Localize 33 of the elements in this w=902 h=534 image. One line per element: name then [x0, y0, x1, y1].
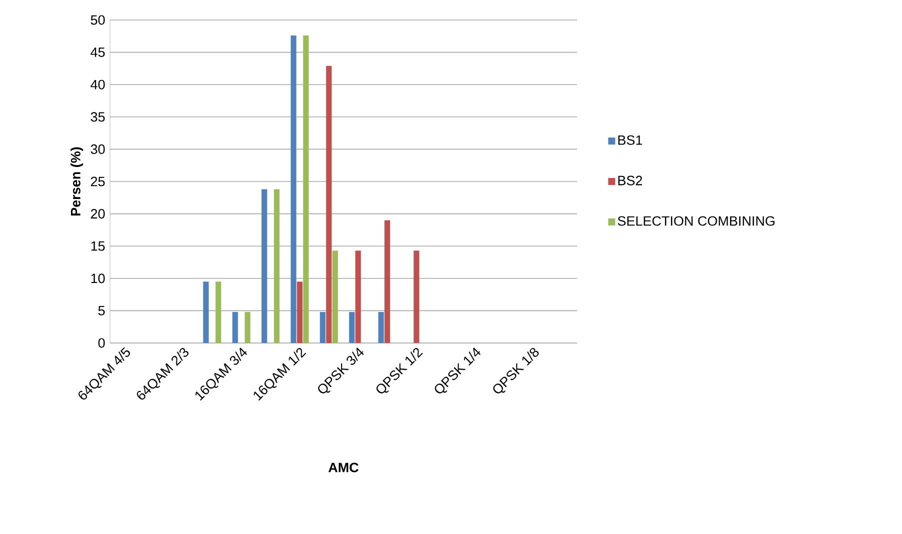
bar: [290, 36, 296, 343]
bar: [274, 189, 280, 343]
y-tick-label: 0: [98, 338, 105, 348]
legend-label: BS2: [618, 176, 642, 186]
bar: [244, 312, 250, 343]
bar: [384, 220, 390, 343]
legend-label: SELECTION COMBINING: [618, 216, 774, 226]
bar: [414, 250, 420, 343]
y-tick-label: 25: [90, 176, 105, 186]
y-tick-label: 10: [91, 274, 105, 284]
bar: [296, 282, 303, 343]
bar: [326, 66, 332, 343]
bar: [203, 282, 209, 343]
y-tick-label: 30: [90, 144, 105, 154]
bar: [216, 282, 222, 343]
legend-label: BS1: [618, 135, 642, 145]
y-tick-label: 35: [90, 112, 105, 122]
bar: [349, 312, 355, 343]
y-tick-label: 20: [90, 209, 105, 219]
y-axis-title: Persen (%): [70, 147, 84, 216]
bar: [262, 189, 268, 343]
bar: [320, 312, 326, 343]
y-tick-label: 40: [90, 80, 105, 90]
bar: [332, 250, 338, 343]
y-tick-label: 15: [91, 241, 105, 251]
y-tick-label: 5: [98, 306, 105, 316]
bar: [355, 250, 361, 343]
x-axis-title: AMC: [328, 462, 358, 472]
y-tick-label: 45: [90, 48, 105, 57]
bar: [378, 312, 384, 343]
y-tick-label: 50: [90, 15, 105, 25]
bar: [303, 36, 309, 343]
bar: [232, 312, 238, 343]
